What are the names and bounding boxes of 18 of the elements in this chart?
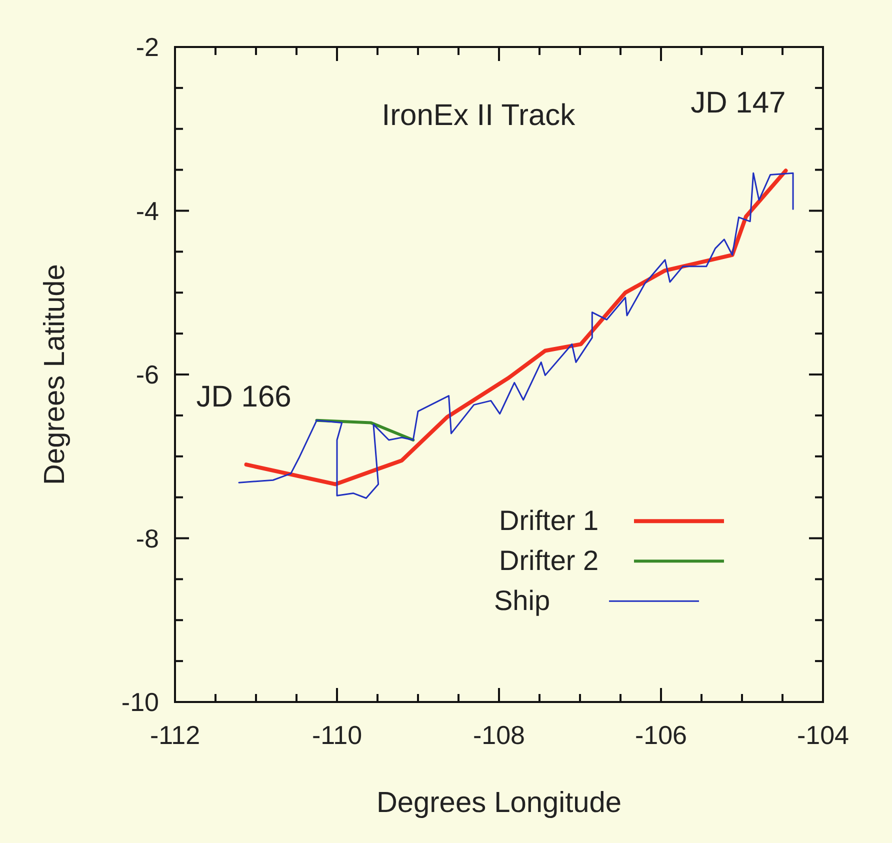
x-tick-label: -112 <box>150 720 200 750</box>
y-tick-label: -2 <box>136 32 159 62</box>
annotation: JD 166 <box>196 380 292 414</box>
y-tick-label: -6 <box>136 360 159 390</box>
legend-label: Drifter 1 <box>499 505 599 536</box>
y-axis-title: Degrees Latitude <box>39 264 71 485</box>
y-tick-label: -8 <box>136 523 159 554</box>
legend-label: Drifter 2 <box>499 545 599 576</box>
x-axis-title: Degrees Longitude <box>376 787 622 819</box>
text: IronEx II Track <box>382 99 576 132</box>
x-tick-label: -110 <box>312 720 362 750</box>
x-tick-label: -108 <box>472 720 526 750</box>
annotation: JD 147 <box>690 86 786 120</box>
legend-label: Ship <box>494 585 550 616</box>
y-tick-label: -10 <box>121 687 159 717</box>
x-tick-label: -104 <box>796 720 850 750</box>
x-tick-label: -106 <box>634 720 688 750</box>
y-tick-label: -4 <box>136 196 159 226</box>
